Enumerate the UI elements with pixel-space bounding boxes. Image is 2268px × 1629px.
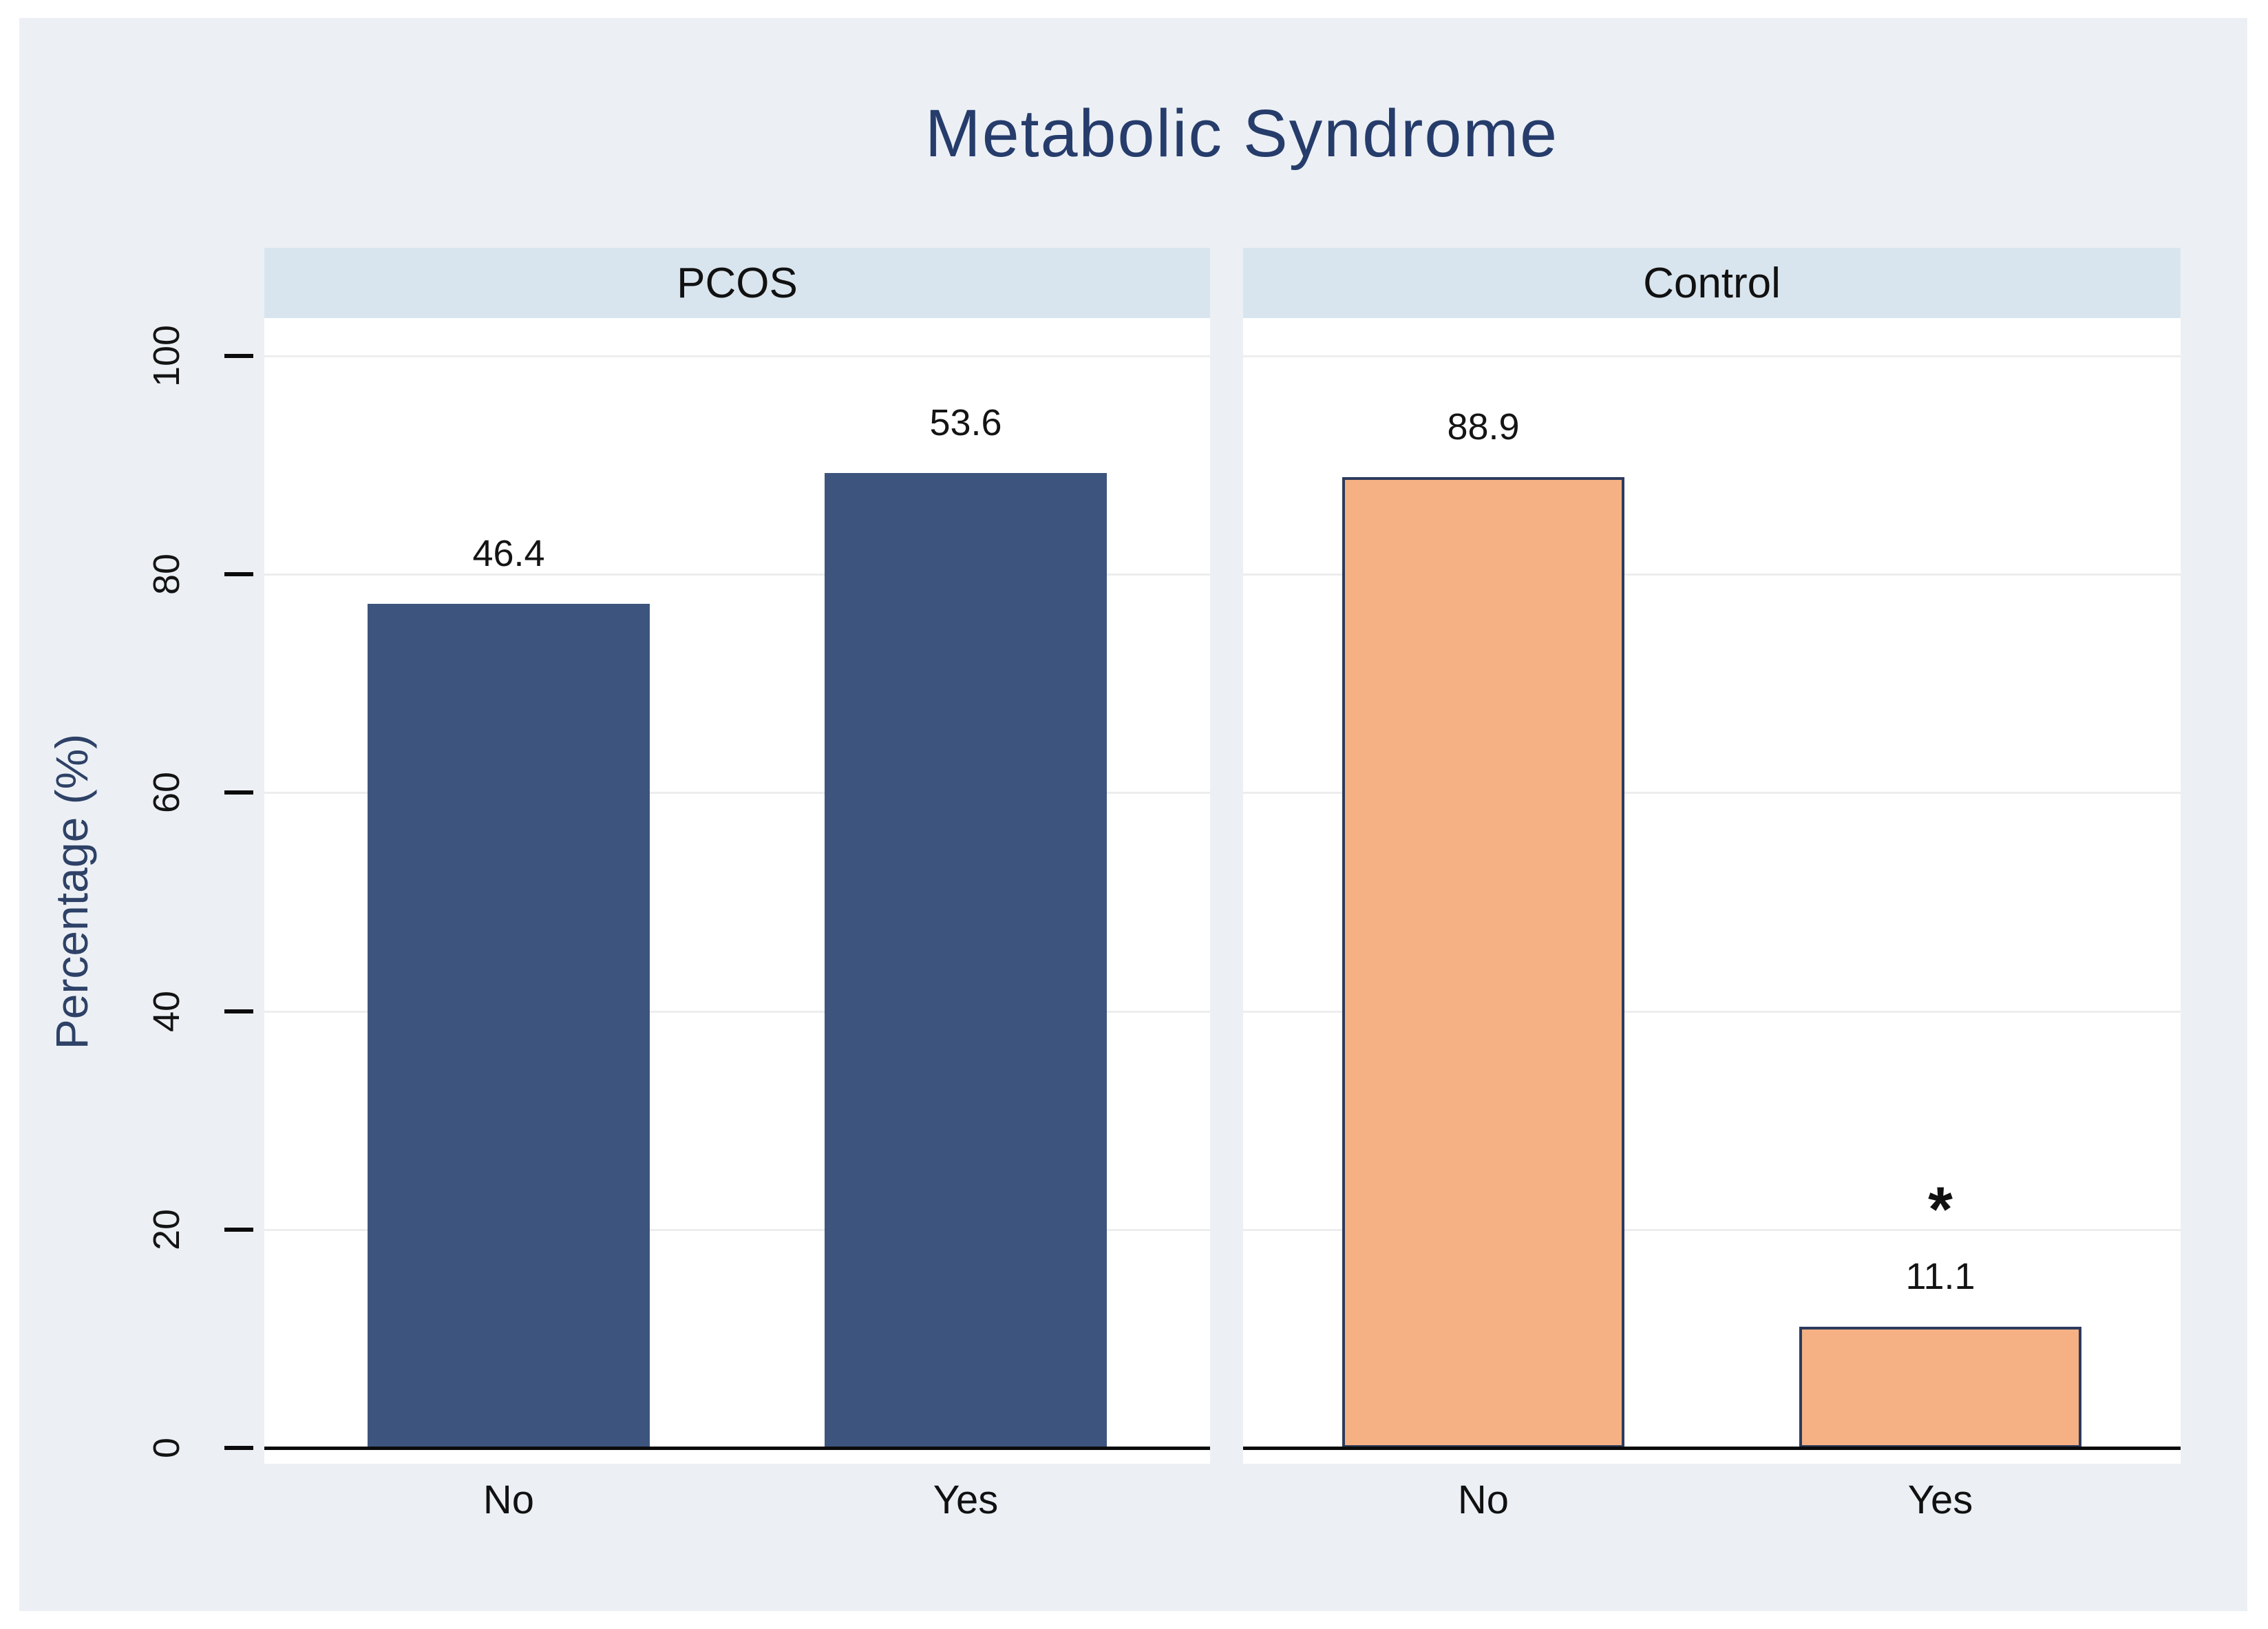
axis-line	[264, 1447, 1210, 1450]
y-axis-title: Percentage (%)	[46, 733, 97, 1050]
gridline	[1243, 1228, 2181, 1231]
y-tick-label: 100	[146, 324, 187, 388]
y-tick	[224, 354, 253, 358]
bar-value-label: 53.6	[929, 401, 1002, 443]
bar	[1799, 1326, 2081, 1448]
panel-header-band: Control	[1243, 248, 2181, 318]
chart-canvas: Metabolic Syndrome 0 20 40 60 80 100 Percenta…	[19, 18, 2247, 1611]
gridline	[1243, 792, 2181, 795]
chart-title: Metabolic Syndrome	[924, 96, 1559, 171]
x-category-label: Yes	[1907, 1478, 1973, 1522]
x-category-label: No	[1457, 1478, 1509, 1522]
y-tick-label: 80	[146, 554, 187, 596]
gridline	[264, 355, 1210, 357]
x-category-label: Yes	[933, 1478, 999, 1522]
gridline	[264, 1010, 1210, 1013]
panel-header-label: PCOS	[677, 259, 798, 307]
y-tick-label: 0	[146, 1437, 187, 1459]
gridline	[264, 574, 1210, 576]
y-tick-label: 40	[146, 990, 187, 1032]
bar-value-label: 46.4	[472, 533, 545, 575]
bar-value-label: 88.9	[1447, 406, 1520, 448]
y-tick-label: 20	[146, 1208, 187, 1250]
y-tick	[224, 790, 253, 795]
gridline	[264, 792, 1210, 795]
panel-header-label: Control	[1643, 259, 1781, 307]
bar	[368, 604, 650, 1448]
x-category-label: No	[483, 1478, 535, 1522]
bar	[825, 472, 1107, 1448]
y-tick	[224, 1446, 253, 1450]
y-tick	[224, 1009, 253, 1013]
axis-line	[1243, 1447, 2181, 1450]
gridline	[264, 1228, 1210, 1231]
bar	[1342, 477, 1624, 1448]
y-tick	[224, 572, 253, 577]
significance-asterisk: *	[1928, 1174, 1953, 1245]
y-tick-label: 60	[146, 772, 187, 814]
gridline	[1243, 574, 2181, 576]
gridline	[1243, 1010, 2181, 1013]
panel-header-band: PCOS	[264, 248, 1210, 318]
y-tick	[224, 1227, 253, 1232]
gridline	[1243, 355, 2181, 357]
bar-value-label: 11.1	[1905, 1255, 1975, 1297]
